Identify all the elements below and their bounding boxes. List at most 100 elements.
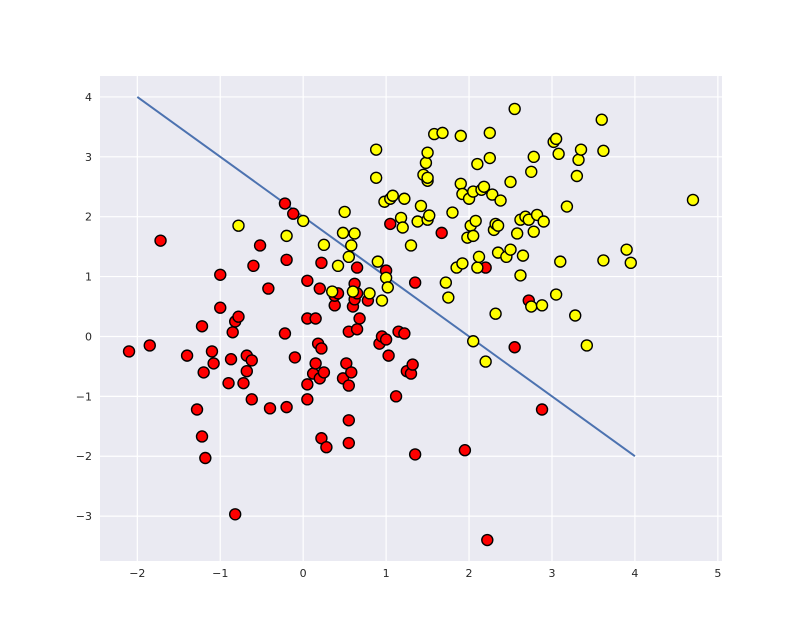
red-point — [317, 366, 331, 379]
y-tick-label: −1 — [76, 390, 92, 403]
red-point — [224, 353, 238, 366]
yellow-point — [421, 171, 434, 184]
red-point — [406, 358, 419, 371]
yellow-point — [467, 335, 480, 348]
red-point — [278, 197, 292, 210]
red-point — [350, 261, 364, 274]
red-point — [245, 354, 258, 367]
y-tick-label: 0 — [85, 330, 92, 343]
red-point — [398, 327, 411, 340]
x-tick-label: −1 — [212, 567, 228, 580]
red-point — [240, 364, 253, 378]
x-tick-label: 5 — [714, 567, 721, 580]
red-point — [197, 366, 210, 379]
yellow-point — [597, 254, 610, 267]
yellow-point — [491, 219, 505, 232]
yellow-point — [446, 206, 459, 219]
red-point — [382, 349, 395, 362]
yellow-point — [479, 355, 492, 368]
x-tick-label: 1 — [383, 567, 390, 580]
red-point — [342, 436, 355, 450]
yellow-point — [371, 255, 385, 268]
yellow-point — [554, 255, 567, 268]
x-tick-label: 3 — [548, 567, 555, 580]
red-point — [245, 393, 258, 406]
red-point — [214, 268, 227, 281]
red-point — [263, 402, 277, 415]
red-point — [199, 451, 212, 465]
red-point — [408, 448, 422, 461]
yellow-point — [386, 189, 399, 202]
red-point — [350, 323, 364, 336]
yellow-point — [535, 299, 549, 312]
yellow-point — [336, 226, 350, 240]
red-point — [287, 207, 300, 220]
yellow-point — [514, 269, 527, 282]
yellow-point — [348, 227, 361, 240]
red-point — [122, 345, 136, 358]
red-point — [237, 376, 250, 390]
y-tick-label: 1 — [85, 271, 92, 284]
x-tick-label: 4 — [631, 567, 638, 580]
red-point — [458, 444, 472, 457]
red-point — [315, 256, 328, 270]
red-point — [143, 339, 156, 352]
yellow-point — [525, 300, 538, 313]
yellow-point — [423, 209, 436, 222]
yellow-point — [375, 294, 389, 307]
y-axis-ticks: −3 −2 −1 0 1 2 3 4 — [76, 91, 92, 523]
red-point — [226, 326, 239, 339]
red-point — [435, 226, 448, 240]
red-point — [190, 403, 204, 416]
yellow-point — [570, 169, 584, 183]
yellow-point — [369, 171, 383, 184]
red-point — [207, 357, 220, 370]
yellow-point — [569, 309, 582, 322]
yellow-point — [232, 219, 245, 232]
yellow-point — [342, 250, 355, 264]
data-points — [122, 102, 700, 547]
yellow-point — [595, 113, 608, 126]
yellow-point — [527, 225, 540, 238]
yellow-point — [381, 281, 394, 294]
red-point — [301, 378, 314, 391]
yellow-point — [296, 214, 310, 228]
yellow-point — [404, 239, 418, 252]
yellow-point — [494, 194, 507, 207]
yellow-point — [471, 261, 484, 274]
yellow-point — [439, 276, 453, 289]
yellow-point — [396, 221, 409, 234]
yellow-point — [525, 165, 538, 179]
red-point — [301, 393, 314, 406]
yellow-point — [398, 192, 411, 205]
yellow-point — [549, 288, 563, 301]
yellow-point — [442, 291, 455, 304]
x-tick-label: −2 — [129, 567, 145, 580]
yellow-point — [508, 102, 521, 116]
yellow-point — [580, 339, 594, 352]
yellow-point — [317, 238, 331, 252]
red-point — [309, 357, 322, 370]
yellow-point — [411, 215, 424, 228]
yellow-point — [477, 180, 491, 193]
red-point — [278, 327, 292, 340]
yellow-point — [467, 229, 480, 243]
yellow-point — [504, 175, 517, 189]
yellow-point — [421, 146, 434, 159]
grid-lines — [100, 76, 722, 561]
yellow-point — [414, 199, 428, 213]
yellow-point — [436, 126, 449, 140]
red-point — [253, 239, 267, 252]
yellow-point — [471, 157, 484, 171]
red-point — [228, 508, 242, 521]
yellow-point — [552, 147, 565, 161]
red-point — [342, 414, 355, 427]
yellow-point — [472, 250, 486, 264]
red-point — [222, 376, 235, 390]
red-point — [180, 349, 194, 362]
red-point — [214, 301, 227, 314]
red-point — [232, 310, 245, 323]
red-point — [301, 274, 314, 287]
yellow-point — [624, 256, 637, 270]
red-point — [535, 403, 549, 416]
